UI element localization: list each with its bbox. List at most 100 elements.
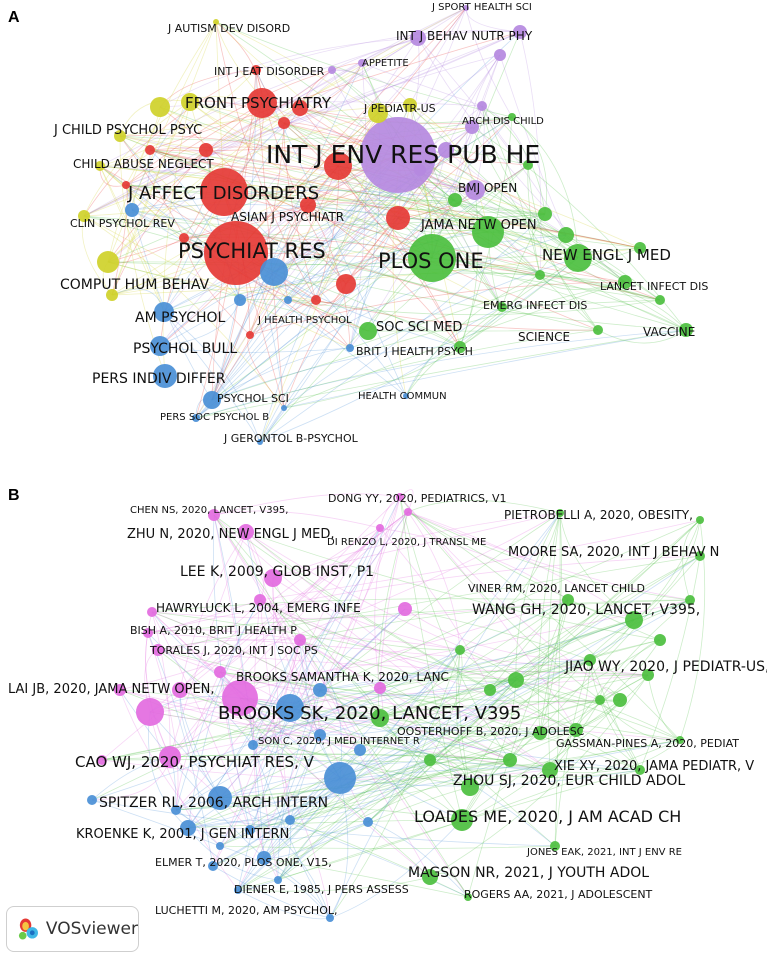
link-line bbox=[213, 510, 381, 529]
link-line bbox=[409, 7, 467, 106]
link-line bbox=[471, 126, 599, 331]
link-line bbox=[445, 149, 567, 236]
network-node bbox=[136, 698, 164, 726]
network-node bbox=[300, 197, 316, 213]
network-node bbox=[464, 893, 472, 901]
link-line bbox=[277, 599, 569, 881]
link-line bbox=[157, 649, 321, 691]
link-line bbox=[252, 729, 577, 746]
node-label: PSYCHOL BULL bbox=[133, 341, 237, 357]
link-line bbox=[249, 599, 691, 831]
network-node bbox=[451, 809, 473, 831]
network-node bbox=[513, 25, 527, 39]
network-node bbox=[114, 684, 126, 696]
vosviewer-badge: VOSviewer bbox=[6, 906, 139, 952]
link-line bbox=[283, 122, 317, 301]
link-line bbox=[179, 531, 247, 691]
node-label: SON C, 2020, J MED INTERNET R bbox=[258, 736, 420, 747]
node-label: ZHU N, 2020, NEW ENGL J MED, bbox=[127, 527, 335, 542]
link-line bbox=[399, 496, 577, 731]
network-node bbox=[403, 98, 417, 112]
link-line bbox=[212, 639, 301, 867]
link-line bbox=[429, 699, 601, 761]
link-line bbox=[397, 116, 513, 219]
link-line bbox=[245, 531, 551, 771]
network-node bbox=[145, 145, 155, 155]
link-line bbox=[219, 759, 511, 847]
link-line bbox=[237, 759, 511, 891]
network-node bbox=[254, 594, 266, 606]
network-node bbox=[281, 405, 287, 411]
link-line bbox=[379, 639, 661, 719]
panel-b-letter: B bbox=[8, 487, 20, 504]
link-line bbox=[151, 611, 681, 741]
link-line bbox=[397, 213, 546, 232]
link-line bbox=[349, 199, 456, 349]
network-node bbox=[484, 684, 496, 696]
network-node bbox=[376, 524, 384, 532]
link-line bbox=[259, 599, 517, 681]
node-label: CAO WJ, 2020, PSYCHIAT RES, V bbox=[75, 753, 315, 771]
link-line bbox=[119, 512, 561, 691]
node-label: PERS SOC PSYCHOL B bbox=[160, 412, 269, 423]
vosviewer-logo-icon bbox=[18, 918, 38, 940]
link-line bbox=[299, 599, 691, 641]
link-line bbox=[223, 191, 285, 409]
node-label: BISH A, 2010, BRIT J HEALTH P bbox=[130, 624, 297, 637]
link-line bbox=[99, 165, 165, 313]
link-line bbox=[461, 699, 621, 821]
link-line bbox=[237, 496, 401, 891]
link-line bbox=[237, 689, 321, 891]
link-line bbox=[211, 164, 529, 401]
node-label: BMJ OPEN bbox=[458, 181, 517, 195]
link-line bbox=[515, 679, 681, 741]
link-line bbox=[277, 819, 292, 881]
node-label: INT J BEHAV NUTR PHY bbox=[396, 29, 533, 43]
network-node bbox=[424, 754, 436, 766]
link-line bbox=[83, 213, 546, 226]
node-label: J GERONTOL B-PSYCHOL bbox=[223, 432, 359, 445]
link-line bbox=[361, 62, 483, 107]
link-line bbox=[119, 99, 191, 137]
network-node bbox=[696, 516, 704, 524]
network-node bbox=[595, 695, 605, 705]
link-line bbox=[169, 753, 511, 761]
link-line bbox=[195, 329, 687, 419]
link-line bbox=[379, 639, 661, 719]
link-line bbox=[211, 31, 521, 401]
network-node bbox=[346, 344, 354, 352]
link-line bbox=[219, 511, 409, 673]
link-line bbox=[367, 329, 599, 332]
network-node bbox=[542, 762, 558, 778]
network-node bbox=[326, 914, 334, 922]
panel-a-labels: INT J ENV RES PUB HE PLOS ONE PSYCHIAT R… bbox=[53, 2, 708, 445]
link-line bbox=[211, 281, 626, 401]
link-line bbox=[111, 184, 128, 296]
link-line bbox=[417, 37, 567, 236]
link-line bbox=[119, 135, 476, 191]
link-line bbox=[249, 659, 591, 831]
link-line bbox=[272, 577, 461, 651]
network-node bbox=[257, 439, 263, 445]
link-line bbox=[272, 512, 561, 579]
link-line bbox=[175, 671, 221, 811]
link-line bbox=[237, 876, 431, 892]
node-label: INT J ENV RES PUB HE bbox=[266, 140, 540, 169]
link-line bbox=[319, 734, 463, 821]
network-node bbox=[159, 746, 181, 768]
link-line bbox=[83, 69, 257, 217]
node-label: MOORE SA, 2020, INT J BEHAV N bbox=[508, 545, 719, 560]
link-line bbox=[277, 759, 431, 881]
node-label: ZHOU SJ, 2020, EUR CHILD ADOL bbox=[453, 773, 685, 789]
link-line bbox=[187, 511, 409, 829]
node-label: J CHILD PSYCHOL PSYC bbox=[53, 123, 202, 138]
link-line bbox=[547, 512, 561, 771]
link-line bbox=[189, 101, 339, 167]
link-line bbox=[429, 674, 649, 761]
link-line bbox=[159, 106, 347, 285]
link-line bbox=[179, 599, 691, 691]
link-line bbox=[404, 608, 591, 661]
link-line bbox=[263, 649, 461, 859]
